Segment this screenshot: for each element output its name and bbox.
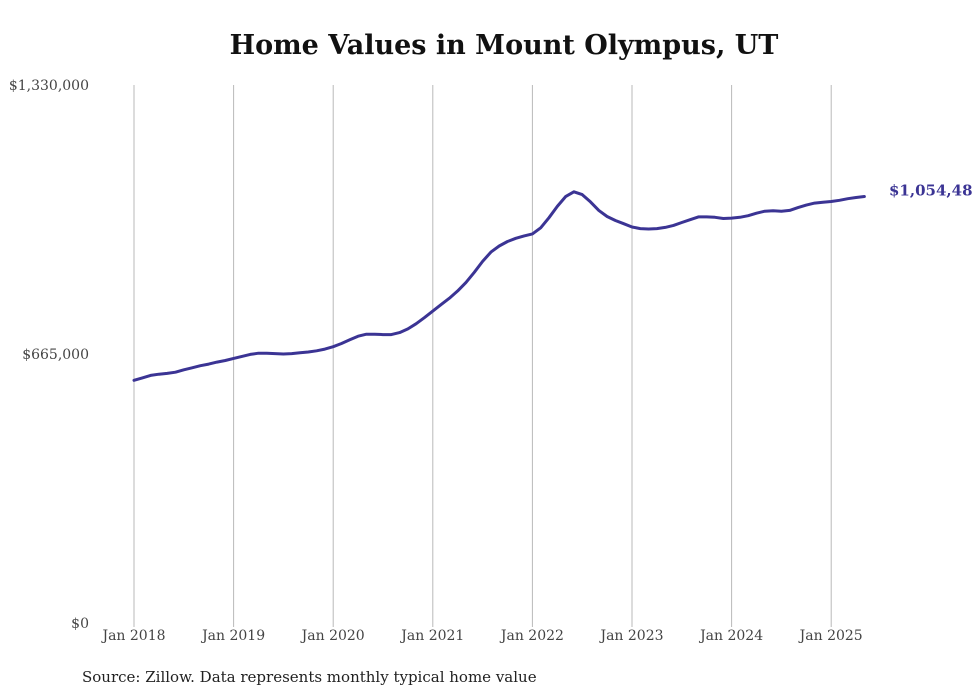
x-axis: Jan 2018 Jan 2019 Jan 2020 Jan 2021 Jan 2022… — [100, 628, 862, 644]
x-tick-label: Jan 2025 — [798, 628, 863, 644]
x-tick-label: Jan 2021 — [399, 628, 464, 644]
x-tick-label: Jan 2024 — [698, 628, 763, 644]
y-tick-label: $665,000 — [22, 347, 89, 363]
source-note: Source: Zillow. Data represents monthly … — [82, 668, 537, 686]
y-tick-label: $0 — [71, 616, 89, 632]
gridlines — [133, 85, 832, 627]
chart-title: Home Values in Mount Olympus, UT — [229, 30, 779, 61]
x-tick-label: Jan 2018 — [100, 628, 165, 644]
y-tick-label: $1,330,000 — [9, 78, 89, 94]
label-group: $1,054,48 — [889, 181, 973, 199]
x-tick-label: Jan 2019 — [200, 628, 265, 644]
x-tick-label: Jan 2022 — [499, 628, 564, 644]
y-axis: $0 $665,000 $1,330,000 — [9, 78, 89, 632]
end-value-label: $1,054,48 — [889, 181, 973, 199]
series-line — [132, 190, 866, 382]
x-tick-label: Jan 2020 — [300, 628, 365, 644]
x-tick-label: Jan 2023 — [598, 628, 663, 644]
series-group — [132, 190, 866, 382]
